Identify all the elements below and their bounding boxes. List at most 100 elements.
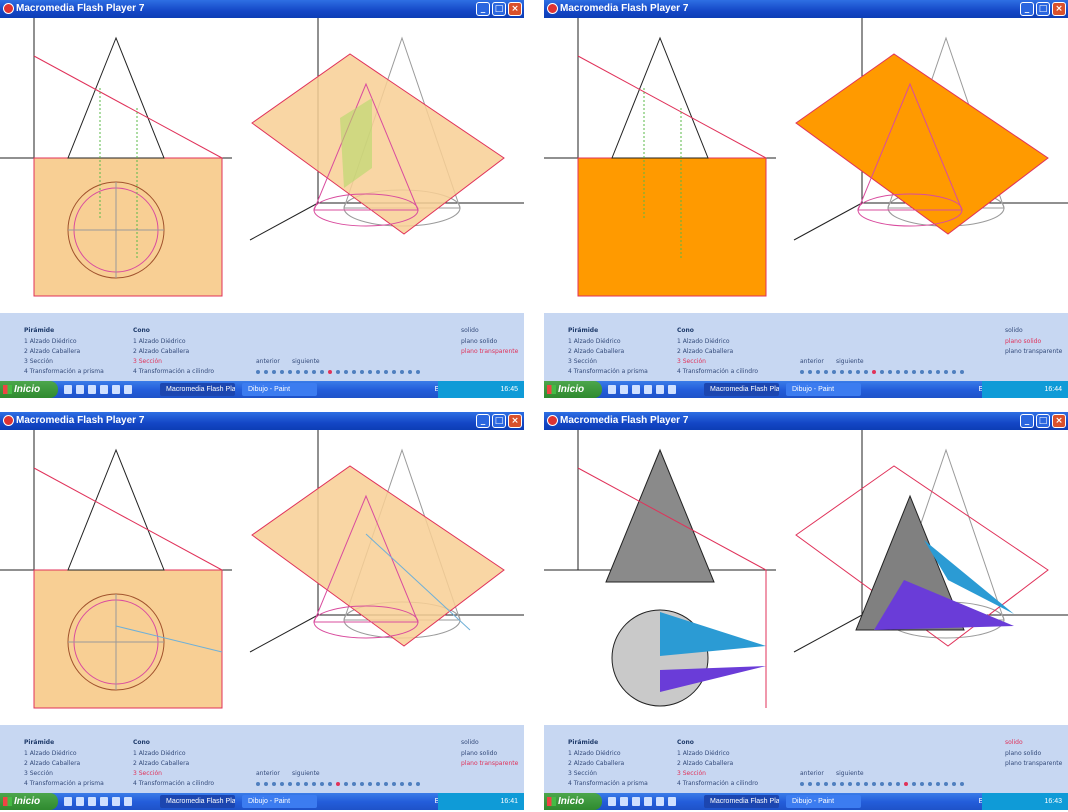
step-dot[interactable]	[368, 370, 372, 374]
cone-item-3[interactable]: 3 Sección	[677, 770, 706, 777]
step-dot[interactable]	[808, 370, 812, 374]
option-transparent-plane[interactable]: plano transparente	[1005, 760, 1063, 767]
start-button[interactable]: Inicio	[0, 381, 58, 398]
option-solid[interactable]: solido	[461, 739, 479, 746]
quick-launch-icon[interactable]	[100, 797, 108, 806]
previous-link[interactable]: anterior	[800, 358, 824, 365]
step-dot[interactable]	[840, 782, 844, 786]
step-dot[interactable]	[848, 782, 852, 786]
step-dot[interactable]	[416, 782, 420, 786]
step-dot[interactable]	[912, 782, 916, 786]
maximize-button[interactable]: □	[1036, 414, 1050, 428]
quick-launch-icon[interactable]	[64, 797, 72, 806]
step-dot[interactable]	[352, 370, 356, 374]
option-solid-plane[interactable]: plano solido	[461, 750, 498, 757]
taskbar-item-paint[interactable]: Dibujo - Paint	[786, 795, 861, 808]
step-dot[interactable]	[360, 782, 364, 786]
step-dot[interactable]	[280, 370, 284, 374]
quick-launch-icon[interactable]	[124, 797, 132, 806]
step-dot[interactable]	[936, 782, 940, 786]
taskbar-item-paint[interactable]: Dibujo - Paint	[786, 383, 861, 396]
step-dot[interactable]	[880, 782, 884, 786]
quick-launch-icon[interactable]	[608, 385, 616, 394]
minimize-button[interactable]: _	[476, 2, 490, 16]
option-solid-plane[interactable]: plano solido	[461, 338, 498, 345]
close-button[interactable]: ×	[1052, 2, 1066, 16]
step-dot[interactable]	[848, 370, 852, 374]
step-dot[interactable]	[904, 782, 908, 786]
step-dot[interactable]	[328, 782, 332, 786]
quick-launch-icon[interactable]	[88, 797, 96, 806]
step-dot[interactable]	[912, 370, 916, 374]
start-button[interactable]: Inicio	[544, 381, 602, 398]
quick-launch-icon[interactable]	[88, 385, 96, 394]
step-dot[interactable]	[256, 370, 260, 374]
taskbar-item-flash[interactable]: Macromedia Flash Pla...	[704, 795, 779, 808]
previous-link[interactable]: anterior	[256, 770, 280, 777]
step-dot[interactable]	[272, 782, 276, 786]
step-dot[interactable]	[840, 370, 844, 374]
step-dot[interactable]	[880, 370, 884, 374]
quick-launch-icon[interactable]	[620, 797, 628, 806]
minimize-button[interactable]: _	[476, 414, 490, 428]
step-dot[interactable]	[920, 370, 924, 374]
pyramid-item-4[interactable]: 4 Transformación a prisma	[24, 368, 104, 375]
step-dot[interactable]	[864, 370, 868, 374]
next-link[interactable]: siguiente	[836, 358, 864, 365]
pyramid-item-3[interactable]: 3 Sección	[568, 770, 597, 777]
step-dot[interactable]	[872, 370, 876, 374]
start-button[interactable]: Inicio	[0, 793, 58, 810]
previous-link[interactable]: anterior	[800, 770, 824, 777]
cone-item-4[interactable]: 4 Transformación a cilindro	[133, 780, 215, 787]
quick-launch-icon[interactable]	[632, 797, 640, 806]
step-dot[interactable]	[816, 782, 820, 786]
step-dot[interactable]	[320, 370, 324, 374]
quick-launch-icon[interactable]	[112, 797, 120, 806]
option-transparent-plane[interactable]: plano transparente	[461, 760, 519, 767]
title-bar[interactable]: Macromedia Flash Player 7 _ □ ×	[0, 412, 524, 430]
step-dot[interactable]	[336, 782, 340, 786]
step-dot[interactable]	[920, 782, 924, 786]
step-dot[interactable]	[320, 782, 324, 786]
step-dot[interactable]	[328, 370, 332, 374]
step-dot[interactable]	[312, 782, 316, 786]
taskbar-item-flash[interactable]: Macromedia Flash Pla...	[160, 795, 235, 808]
close-button[interactable]: ×	[508, 414, 522, 428]
step-dot[interactable]	[896, 782, 900, 786]
start-button[interactable]: Inicio	[544, 793, 602, 810]
quick-launch-icon[interactable]	[668, 797, 676, 806]
step-dot[interactable]	[904, 370, 908, 374]
step-dot[interactable]	[296, 782, 300, 786]
step-dot[interactable]	[888, 370, 892, 374]
pyramid-item-2[interactable]: 2 Alzado Caballera	[24, 348, 81, 355]
step-dot[interactable]	[856, 370, 860, 374]
cone-item-1[interactable]: 1 Alzado Diédrico	[677, 338, 730, 345]
cone-item-4[interactable]: 4 Transformación a cilindro	[677, 368, 759, 375]
step-dot[interactable]	[304, 370, 308, 374]
step-dot[interactable]	[288, 370, 292, 374]
pyramid-item-4[interactable]: 4 Transformación a prisma	[24, 780, 104, 787]
pyramid-item-2[interactable]: 2 Alzado Caballera	[568, 760, 625, 767]
quick-launch-icon[interactable]	[668, 385, 676, 394]
step-dot[interactable]	[264, 370, 268, 374]
next-link[interactable]: siguiente	[836, 770, 864, 777]
quick-launch-icon[interactable]	[644, 385, 652, 394]
pyramid-item-1[interactable]: 1 Alzado Diédrico	[24, 338, 77, 345]
step-dot[interactable]	[368, 782, 372, 786]
step-dot[interactable]	[824, 370, 828, 374]
step-dot[interactable]	[872, 782, 876, 786]
quick-launch-icon[interactable]	[124, 385, 132, 394]
cone-item-3[interactable]: 3 Sección	[677, 358, 706, 365]
quick-launch-icon[interactable]	[644, 797, 652, 806]
step-dot[interactable]	[352, 782, 356, 786]
option-solid-plane[interactable]: plano solido	[1005, 338, 1042, 345]
pyramid-item-3[interactable]: 3 Sección	[24, 770, 53, 777]
taskbar-item-paint[interactable]: Dibujo - Paint	[242, 383, 317, 396]
minimize-button[interactable]: _	[1020, 2, 1034, 16]
cone-item-4[interactable]: 4 Transformación a cilindro	[677, 780, 759, 787]
step-dot[interactable]	[824, 782, 828, 786]
cone-item-3[interactable]: 3 Sección	[133, 358, 162, 365]
step-dot[interactable]	[344, 782, 348, 786]
pyramid-item-3[interactable]: 3 Sección	[24, 358, 53, 365]
cone-item-1[interactable]: 1 Alzado Diédrico	[677, 750, 730, 757]
